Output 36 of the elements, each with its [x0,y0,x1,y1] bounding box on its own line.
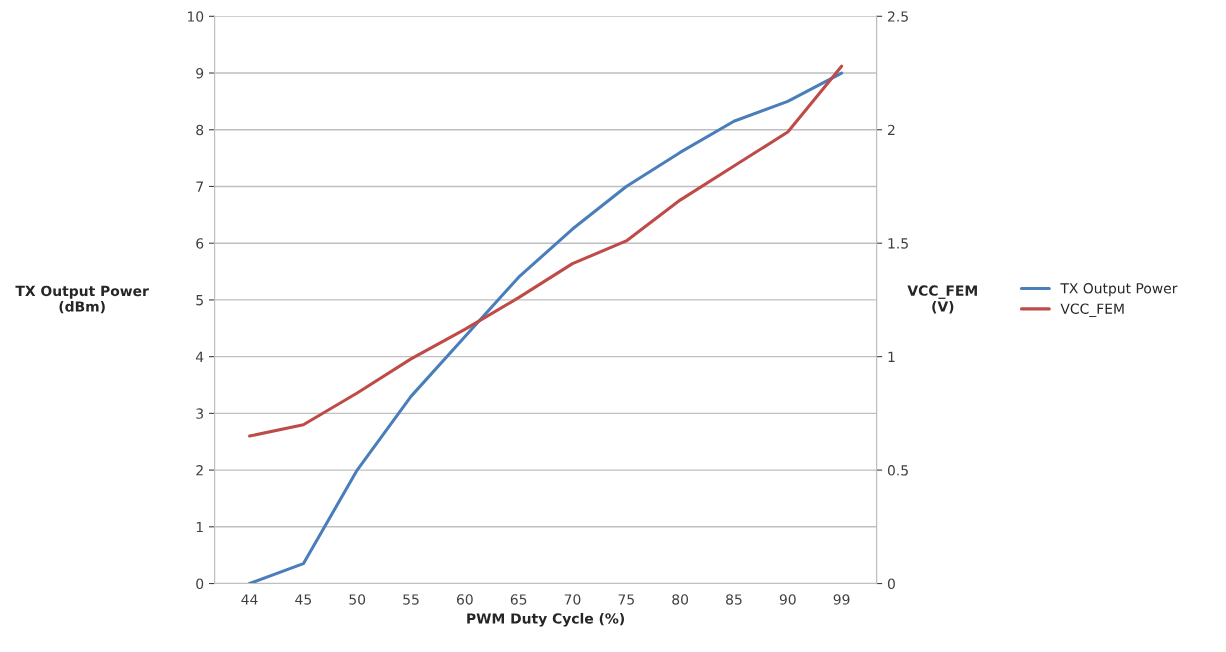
x-tick-label: 99 [833,594,850,605]
y-axis-title: TX Output Power (dBm) [15,285,149,314]
x-tick-label: 80 [672,594,689,605]
x-tick-label: 65 [510,594,527,605]
x-tick-label: 45 [295,594,311,605]
y-tick-label: 4 [195,351,204,362]
y2-axis-title: VCC_FEM (V) [907,285,977,314]
y2-tick-label: 1.5 [888,238,908,249]
legend-label: TX Output Power [1060,283,1178,297]
x-tick-label: 55 [403,594,419,605]
line-series [248,64,844,438]
y-tick-label: 6 [196,238,204,249]
x-tick-label: 70 [564,594,581,605]
y2-tick-label: 0 [887,578,895,590]
x-tick-label: 44 [241,594,258,605]
line-series [248,71,844,584]
y-tick-label: 5 [196,295,203,306]
y-tick-label: 9 [196,67,204,79]
x-tick-label: 75 [618,594,634,605]
x-tick-label: 85 [726,594,742,605]
y-tick-label: 10 [187,11,204,22]
y2-tick-label: 0.5 [887,465,908,476]
y-tick-label: 3 [196,408,204,419]
x-axis-title: PWM Duty Cycle (%) [467,612,624,627]
x-tick-label: 50 [349,594,366,605]
y-tick-label: 2 [196,465,203,476]
legend-label: VCC_FEM [1060,303,1124,318]
x-tick-label: 90 [779,594,796,605]
y-tick-label: 7 [196,181,203,192]
y2-tick-label: 2.5 [888,11,908,22]
y-tick-label: 1 [196,521,203,533]
y2-tick-label: 2 [888,124,895,136]
y-tick-label: 0 [196,578,204,590]
x-tick-label: 60 [456,594,473,605]
y2-tick-label: 1 [888,351,895,362]
y-tick-label: 8 [196,124,204,136]
